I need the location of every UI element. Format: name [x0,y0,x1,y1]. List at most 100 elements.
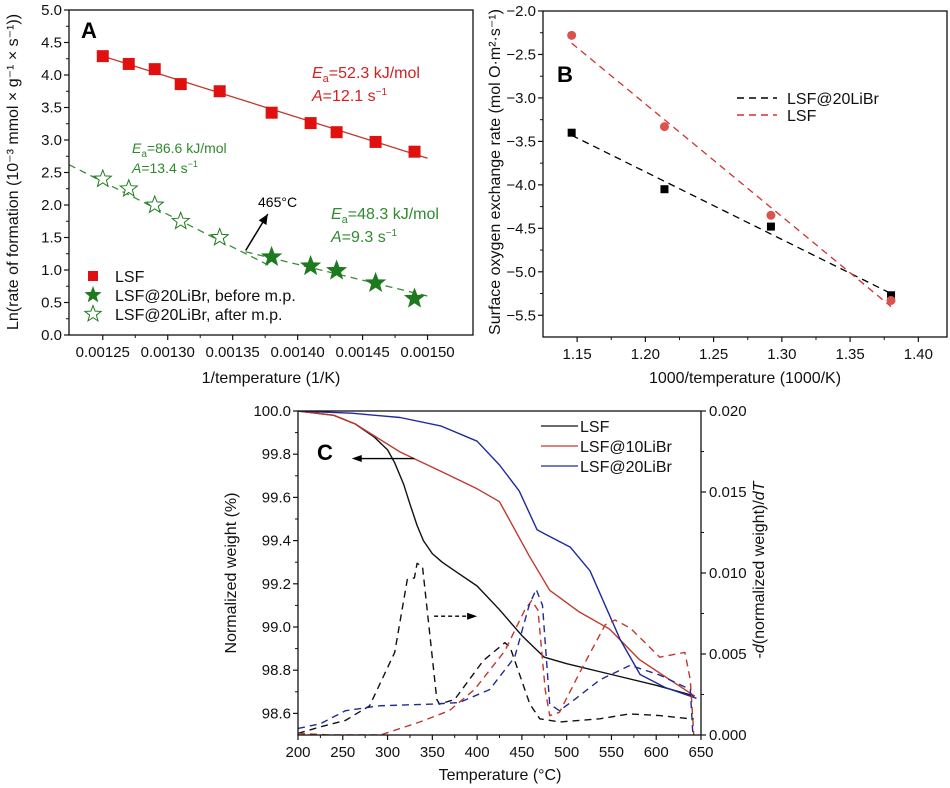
lsf-point [304,117,317,130]
x-tick-label: 0.00145 [335,344,389,361]
weight-curve-lsf [298,411,695,697]
panel-b-series [567,30,896,308]
legend-label-lsf20libr: LSF@20LiBr [580,459,673,476]
derivative-curve-lsf-dw-dt [298,562,694,735]
y-tick-label: 0.0 [41,327,62,344]
x-tick-label: 650 [688,744,713,761]
y-tick-label: 99.0 [262,619,291,636]
lsf-point [659,122,669,132]
y-tick-label: 4.0 [41,67,62,84]
panel-c: 200 250 300 350 400 450 500 550 600 650 98.6 98.8 99… [223,403,768,784]
x-tick-label: 200 [285,744,310,761]
y-tick-label: −5.0 [506,264,536,281]
panel-a-ea-before: Ea=48.3 kJ/mol [331,206,439,226]
lsf-point [96,50,109,63]
after-mp-point [118,178,139,198]
lsf-point [567,30,577,40]
y-tick-label: 0.5 [41,295,62,312]
panel-a-a-after: A=13.4 s−1 [131,159,198,176]
lsf-point [886,295,896,305]
legend-label-lsf10libr: LSF@10LiBr [580,439,673,456]
legend-star-filled [84,286,102,303]
panel-a-a-before: A=9.3 s−1 [330,228,398,246]
y-tick-label: 100.0 [253,403,291,420]
panel-c-plot-area [298,411,697,735]
lsf-point [265,106,278,119]
panel-b-letter: B [557,62,573,87]
x-tick-label: 0.00140 [271,344,325,361]
panel-b: 1.15 1.20 1.25 1.30 1.35 1.40 −2.0 −2.5 −3.0 −3.5… [487,3,948,387]
lsf20libr-point [887,291,896,300]
legend-label-lsf: LSF [787,108,817,125]
legend-open-star-marker [83,304,103,323]
y-tick-label: 99.4 [262,533,291,550]
panel-a-ea-after: Ea=86.6 kJ/mol [132,140,227,160]
panel-b-ylabel: Surface oxygen exchange rate (mol O·m²·s… [487,9,504,335]
legend-filled-star-marker [84,286,102,303]
arrow-head [258,214,268,225]
x-tick-label: 300 [375,744,400,761]
panel-a-a-lsf: A=12.1 s−1 [311,87,387,105]
lsf20libr-fit-line [571,134,892,295]
lsf-point [408,145,421,158]
lsf-point [148,63,161,76]
x-tick-label: 400 [465,744,490,761]
panel-a: 0.00125 0.00130 0.00135 0.00140 0.00145 0.001… [5,2,474,387]
y-tick-label: 5.0 [41,2,62,19]
panel-c-letter: C [317,440,333,465]
x-tick-label: 1.25 [699,346,728,363]
lsf20libr-point [766,222,775,231]
y-tick-label: −2.5 [506,46,536,63]
y-tick-label: 99.8 [262,446,291,463]
panel-c-legend: LSF LSF@10LiBr LSF@20LiBr [541,419,673,476]
panel-c-ticks: 200 250 300 350 400 450 500 550 600 650 98.6 98.8 99… [253,403,746,761]
legend-label-after: LSF@20LiBr, after m.p. [115,307,282,324]
y-tick-label: −3.5 [506,133,536,150]
y-tick-label: 2.0 [41,197,62,214]
after-mp-point [92,168,113,188]
panel-a-ticks: 0.00125 0.00130 0.00135 0.00140 0.00145 0.001… [41,2,455,361]
x-tick-label: 350 [420,744,445,761]
x-tick-label: 1.40 [904,346,933,363]
lsf-point [213,85,226,98]
before-mp-point [325,259,348,280]
x-tick-label: 600 [644,744,669,761]
after-mp-point [170,210,191,230]
before-mp-point [300,254,322,276]
lsf-point [330,126,343,139]
panel-c-xlabel: Temperature (°C) [439,767,562,784]
legend-square-marker [88,271,98,281]
right-axis-arrow-head [467,612,478,620]
y-tick-label: −4.0 [506,177,536,194]
y-tick-label: −4.5 [506,220,536,237]
panel-a-465-arrow [245,213,269,251]
weight-curve-lsf-10libr [298,411,696,697]
legend-star-open [83,304,103,323]
panel-a-ea-lsf: Ea=52.3 kJ/mol [312,65,420,85]
x-tick-label: 1.30 [767,346,796,363]
before-mp-point [365,271,387,293]
x-tick-label: 450 [509,744,534,761]
left-axis-arrow-head [351,455,362,463]
panel-a-465-label: 465°C [258,194,297,210]
panel-c-y2label: -d(normalized weight)/dT [751,480,768,658]
lsf-fit-line [571,42,892,308]
y-tick-label: 3.0 [41,132,62,149]
y2-tick-label: 0.015 [709,484,747,501]
y2-tick-label: 0.010 [709,565,747,582]
y-tick-label: 4.5 [41,35,62,52]
panel-b-frame [542,10,948,338]
y-tick-label: −5.5 [506,307,536,324]
panel-a-xlabel: 1/temperature (1/K) [202,370,341,387]
y-tick-label: 2.5 [41,165,62,182]
after-mp-point [144,194,165,214]
x-tick-label: 0.00130 [141,344,195,361]
x-tick-label: 250 [330,744,355,761]
before-mp-point [403,287,426,308]
legend-label-before: LSF@20LiBr, before m.p. [115,288,296,305]
weight-curve-lsf-20libr [298,411,697,699]
y-tick-label: 1.5 [41,230,62,247]
y-tick-label: −3.0 [506,90,536,107]
y-tick-label: 98.8 [262,662,291,679]
